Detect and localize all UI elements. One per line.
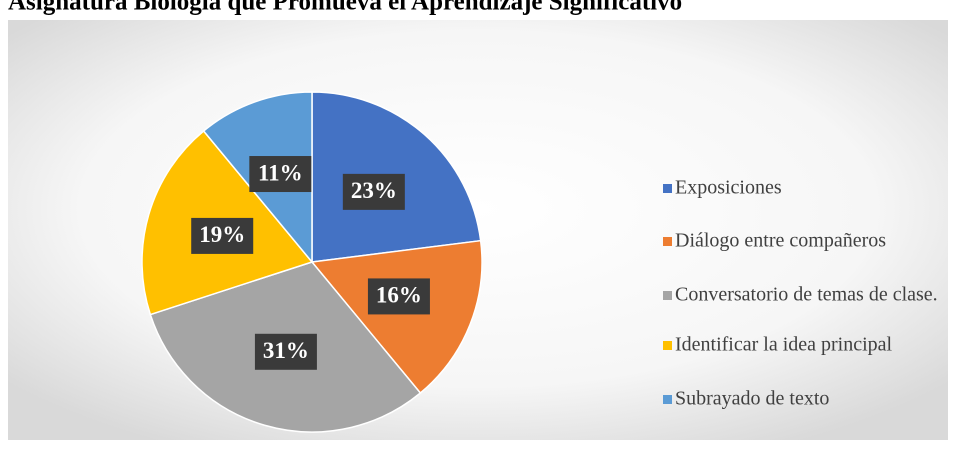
data-label-text: 31%: [263, 338, 309, 363]
legend-swatch: [663, 395, 672, 404]
legend-label: Exposiciones: [675, 177, 782, 199]
legend-swatch: [663, 184, 672, 193]
chart-title: Asignatura Biología que Promueva el Apre…: [8, 0, 682, 16]
data-label-box: [367, 278, 430, 315]
data-label: 11%: [249, 156, 312, 193]
legend-swatch: [663, 341, 672, 350]
data-label-text: 16%: [376, 283, 422, 308]
pie-slice: [310, 239, 483, 395]
data-label: 19%: [191, 217, 254, 254]
data-label-box: [191, 217, 254, 254]
legend-swatch: [663, 237, 672, 246]
legend-swatch: [663, 291, 672, 300]
data-label-box: [249, 156, 312, 193]
data-label: 31%: [254, 333, 317, 370]
data-label: 16%: [367, 278, 430, 315]
data-label-text: 19%: [199, 222, 245, 247]
legend-label: Subrayado de texto: [675, 388, 829, 410]
data-label-box: [254, 333, 317, 370]
data-label-text: 11%: [258, 160, 303, 185]
data-label-box: [342, 173, 405, 210]
data-label-text: 23%: [351, 178, 397, 203]
legend-label: Identificar la idea principal: [675, 334, 893, 356]
data-label: 23%: [342, 173, 405, 210]
legend-label: Diálogo entre compañeros: [675, 230, 886, 252]
legend-label: Conversatorio de temas de clase.: [675, 284, 938, 306]
